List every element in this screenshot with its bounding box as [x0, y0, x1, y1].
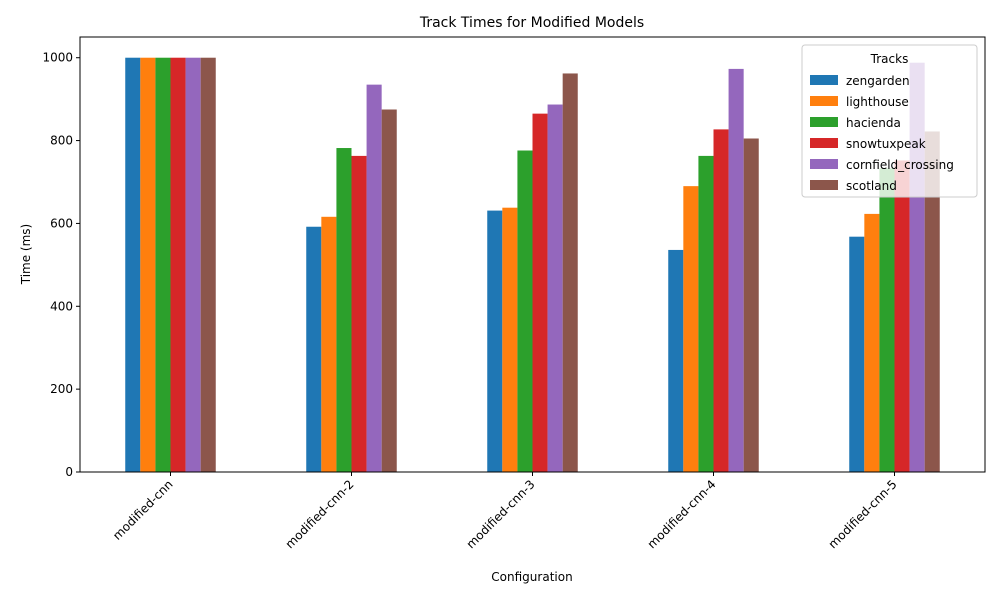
legend-label-cornfield_crossing: cornfield_crossing [846, 158, 954, 172]
bar-lighthouse-modified-cnn-5 [864, 213, 880, 472]
bar-hacienda-modified-cnn-5 [879, 168, 895, 472]
y-tick-label: 1000 [42, 51, 73, 65]
y-axis: 0 200 400 600 800 1000 [42, 51, 80, 479]
bar-zengarden-modified-cnn-4 [668, 249, 684, 472]
bar-lighthouse-modified-cnn [140, 57, 156, 473]
bar-lighthouse-modified-cnn-3 [502, 207, 518, 472]
bar-zengarden-modified-cnn [125, 57, 141, 473]
legend-label-zengarden: zengarden [846, 74, 910, 88]
bar-snowtuxpeak-modified-cnn-2 [351, 155, 367, 472]
bar-zengarden-modified-cnn-3 [487, 210, 503, 472]
bar-cornfield_crossing-modified-cnn-2 [366, 84, 382, 472]
bar-cornfield_crossing-modified-cnn-4 [728, 68, 744, 473]
y-tick-label: 0 [65, 465, 73, 479]
chart-title: Track Times for Modified Models [419, 15, 644, 31]
legend-label-scotland: scotland [846, 179, 897, 193]
bar-scotland-modified-cnn [200, 57, 216, 473]
y-tick-label: 400 [50, 299, 73, 313]
legend-swatch-scotland [810, 180, 838, 190]
bar-scotland-modified-cnn-5 [924, 131, 940, 472]
bar-hacienda-modified-cnn-4 [698, 155, 714, 472]
bar-scotland-modified-cnn-3 [562, 73, 578, 473]
x-tick-label: modified-cnn-4 [645, 477, 719, 551]
bar-hacienda-modified-cnn [155, 57, 171, 473]
bar-hacienda-modified-cnn-3 [517, 150, 533, 472]
x-tick-label: modified-cnn [110, 477, 176, 543]
y-tick-label: 200 [50, 382, 73, 396]
bar-zengarden-modified-cnn-2 [306, 226, 322, 472]
bars-group [125, 57, 940, 473]
x-tick-label: modified-cnn-3 [464, 477, 538, 551]
bar-cornfield_crossing-modified-cnn [185, 57, 201, 473]
bar-snowtuxpeak-modified-cnn-5 [894, 160, 910, 472]
legend-label-hacienda: hacienda [846, 116, 901, 130]
bar-cornfield_crossing-modified-cnn-3 [547, 104, 563, 472]
bar-scotland-modified-cnn-4 [743, 138, 759, 472]
bar-lighthouse-modified-cnn-4 [683, 186, 699, 472]
legend-swatch-cornfield_crossing [810, 159, 838, 169]
legend-swatch-lighthouse [810, 96, 838, 106]
y-tick-label: 800 [50, 134, 73, 148]
y-tick-label: 600 [50, 216, 73, 230]
bar-snowtuxpeak-modified-cnn-4 [713, 129, 729, 472]
x-axis: modified-cnn modified-cnn-2 modified-cnn-3… [110, 472, 900, 551]
bar-lighthouse-modified-cnn-2 [321, 216, 337, 472]
x-axis-label: Configuration [491, 570, 572, 584]
bar-hacienda-modified-cnn-2 [336, 148, 352, 472]
bar-zengarden-modified-cnn-5 [849, 236, 865, 472]
legend-frame [801, 44, 978, 198]
legend-swatch-zengarden [810, 75, 838, 85]
legend-title: Tracks [870, 52, 909, 66]
legend-label-lighthouse: lighthouse [846, 95, 909, 109]
x-tick-label: modified-cnn-5 [826, 477, 900, 551]
y-axis-label: Time (ms) [19, 224, 33, 286]
bar-snowtuxpeak-modified-cnn-3 [532, 113, 548, 472]
legend-swatch-snowtuxpeak [810, 138, 838, 148]
x-tick-label: modified-cnn-2 [283, 477, 357, 551]
bar-scotland-modified-cnn-2 [381, 109, 397, 472]
bar-snowtuxpeak-modified-cnn [170, 57, 186, 473]
legend-swatch-hacienda [810, 117, 838, 127]
legend: Tracks zengarden lighthouse hacienda snowtux… [801, 44, 978, 198]
legend-label-snowtuxpeak: snowtuxpeak [846, 137, 926, 151]
